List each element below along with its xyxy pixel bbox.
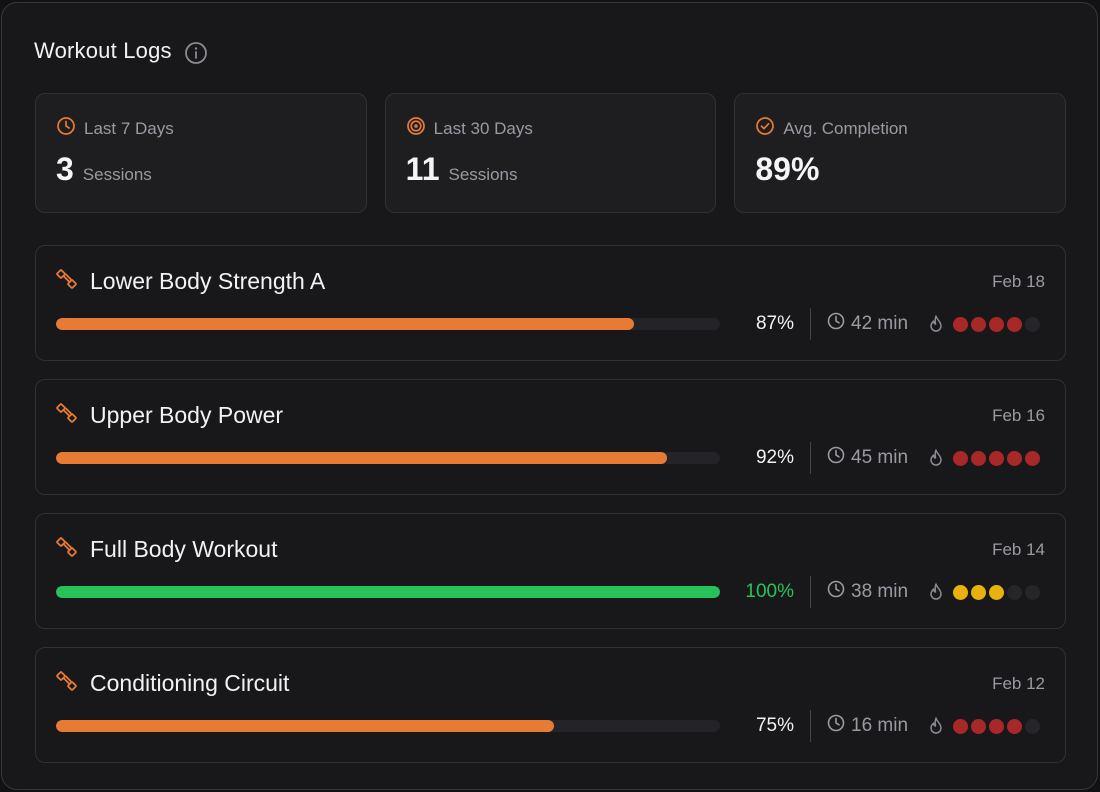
clock-icon: [56, 116, 76, 141]
divider: [810, 442, 811, 474]
dumbbell-icon: [56, 402, 78, 429]
workout-title: Lower Body Strength A: [90, 268, 326, 294]
intensity-dot-filled: [971, 584, 986, 600]
intensity-dot-filled: [971, 450, 986, 466]
stat-label: Avg. Completion: [783, 118, 908, 138]
stat-unit: Sessions: [448, 165, 518, 184]
completion-percent: 75%: [755, 715, 794, 736]
clock-icon: [827, 312, 845, 336]
intensity-dot-empty: [1007, 584, 1022, 600]
intensity-dot-filled: [1007, 316, 1022, 332]
workout-date: Feb 14: [992, 539, 1045, 559]
stat-unit: Sessions: [82, 165, 152, 184]
dumbbell-icon: [56, 268, 78, 295]
intensity-rating: [927, 448, 1040, 468]
workout-date: Feb 16: [992, 405, 1045, 425]
flame-icon: [927, 448, 945, 468]
stat-card-avg-completion: Avg. Completion 89%: [734, 93, 1067, 213]
intensity-dot-empty: [1025, 584, 1040, 600]
duration-text: 45 min: [851, 447, 909, 468]
progress-fill: [56, 586, 720, 598]
progress-fill: [56, 318, 634, 330]
stat-value: 3: [56, 151, 74, 187]
workout-title: Conditioning Circuit: [90, 670, 290, 696]
intensity-dot-empty: [1025, 316, 1040, 332]
intensity-dot-filled: [989, 584, 1004, 600]
target-icon: [406, 116, 426, 141]
duration-text: 16 min: [851, 715, 909, 736]
completion-percent: 100%: [745, 581, 794, 602]
intensity-dots: [953, 316, 1040, 332]
completion-progress-bar: [56, 586, 720, 598]
intensity-dot-filled: [1007, 450, 1022, 466]
duration: 16 min: [827, 714, 927, 738]
intensity-dot-filled: [989, 316, 1004, 332]
panel-header: Workout Logs: [34, 37, 208, 65]
intensity-dot-filled: [953, 316, 968, 332]
intensity-dot-empty: [1025, 718, 1040, 734]
intensity-dot-filled: [1007, 718, 1022, 734]
workout-card[interactable]: Upper Body Power Feb 16 92% 45 min: [35, 379, 1066, 495]
duration: 45 min: [827, 446, 927, 470]
clock-icon: [827, 446, 845, 470]
intensity-dot-filled: [971, 316, 986, 332]
page-title: Workout Logs: [34, 38, 172, 63]
workout-title: Upper Body Power: [90, 402, 284, 428]
duration-text: 42 min: [851, 313, 909, 334]
intensity-dot-filled: [1025, 450, 1040, 466]
intensity-dot-filled: [989, 718, 1004, 734]
dumbbell-icon: [56, 670, 78, 697]
completion-progress-bar: [56, 720, 720, 732]
duration-text: 38 min: [851, 581, 909, 602]
dumbbell-icon: [56, 536, 78, 563]
intensity-dot-filled: [971, 718, 986, 734]
intensity-rating: [927, 314, 1040, 334]
flame-icon: [927, 716, 945, 736]
workout-list: Lower Body Strength A Feb 18 87% 42 min: [35, 245, 1066, 763]
completion-progress-bar: [56, 318, 720, 330]
stats-row: Last 7 Days 3 Sessions Last 30 Days 11 S…: [35, 93, 1067, 213]
info-icon[interactable]: [184, 41, 208, 65]
intensity-rating: [927, 716, 1040, 736]
divider: [810, 710, 811, 742]
intensity-dot-filled: [989, 450, 1004, 466]
completion-percent: 92%: [755, 447, 794, 468]
workout-card[interactable]: Conditioning Circuit Feb 12 75% 16 min: [35, 647, 1066, 763]
intensity-dot-filled: [953, 718, 968, 734]
check-circle-icon: [755, 116, 775, 141]
stat-label: Last 7 Days: [84, 118, 174, 138]
workout-date: Feb 12: [992, 673, 1045, 693]
intensity-dots: [953, 718, 1040, 734]
divider: [810, 576, 811, 608]
clock-icon: [827, 714, 845, 738]
flame-icon: [927, 582, 945, 602]
stat-label: Last 30 Days: [433, 118, 533, 138]
divider: [810, 308, 811, 340]
clock-icon: [827, 580, 845, 604]
duration: 42 min: [827, 312, 927, 336]
intensity-rating: [927, 582, 1040, 602]
completion-percent: 87%: [755, 313, 794, 334]
duration: 38 min: [827, 580, 927, 604]
stat-value: 89%: [755, 151, 820, 187]
workout-date: Feb 18: [992, 271, 1045, 291]
intensity-dots: [953, 584, 1040, 600]
progress-fill: [56, 452, 667, 464]
intensity-dot-filled: [953, 584, 968, 600]
intensity-dot-filled: [953, 450, 968, 466]
stat-card-last-7-days: Last 7 Days 3 Sessions: [35, 93, 367, 213]
workout-card[interactable]: Lower Body Strength A Feb 18 87% 42 min: [35, 245, 1066, 361]
completion-progress-bar: [56, 452, 720, 464]
stat-card-last-30-days: Last 30 Days 11 Sessions: [384, 93, 717, 213]
workout-card[interactable]: Full Body Workout Feb 14 100% 38 min: [35, 513, 1066, 629]
workout-title: Full Body Workout: [90, 536, 278, 562]
intensity-dots: [953, 450, 1040, 466]
flame-icon: [927, 314, 945, 334]
stat-value: 11: [405, 151, 440, 187]
progress-fill: [56, 720, 554, 732]
